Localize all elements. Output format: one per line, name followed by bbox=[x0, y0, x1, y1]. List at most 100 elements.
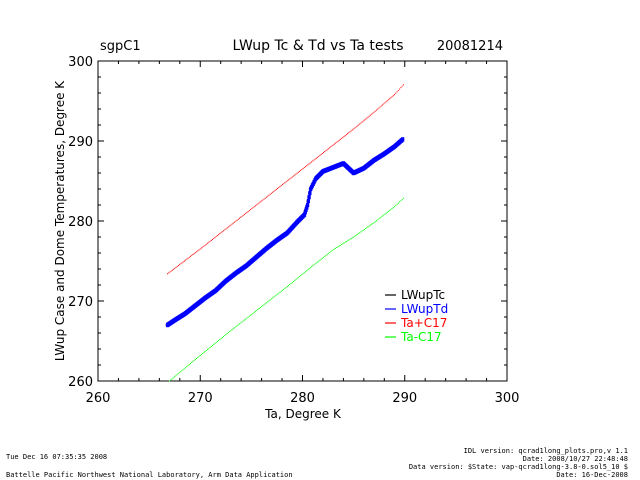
point bbox=[261, 306, 263, 308]
point bbox=[173, 268, 175, 270]
point bbox=[390, 208, 392, 210]
point bbox=[189, 363, 191, 365]
point bbox=[332, 249, 334, 251]
point bbox=[312, 160, 314, 162]
point bbox=[268, 300, 270, 302]
point bbox=[394, 206, 396, 208]
point bbox=[248, 210, 250, 212]
point bbox=[363, 119, 365, 121]
footer-idl-date: Date: 2008/10/27 22:48:48 bbox=[522, 455, 628, 463]
x-tick-label: 280 bbox=[290, 391, 315, 406]
point bbox=[399, 201, 401, 203]
y-tick-label: 300 bbox=[68, 55, 93, 70]
point bbox=[267, 301, 269, 303]
point bbox=[224, 229, 226, 231]
point bbox=[401, 198, 403, 200]
point bbox=[261, 200, 263, 202]
point bbox=[215, 236, 217, 238]
y-tick-label: 280 bbox=[68, 215, 93, 230]
point bbox=[359, 232, 361, 234]
point bbox=[274, 189, 276, 191]
point bbox=[307, 164, 309, 166]
point bbox=[257, 203, 259, 205]
point bbox=[281, 184, 283, 186]
point bbox=[176, 374, 178, 376]
point bbox=[220, 232, 222, 234]
point bbox=[296, 172, 298, 174]
point bbox=[321, 152, 323, 154]
point bbox=[374, 110, 376, 112]
point bbox=[330, 251, 332, 253]
point bbox=[240, 322, 242, 324]
point bbox=[344, 241, 346, 243]
point bbox=[359, 123, 361, 125]
point bbox=[308, 163, 310, 165]
point bbox=[273, 296, 275, 298]
point bbox=[192, 254, 194, 256]
point bbox=[332, 144, 334, 146]
point bbox=[175, 375, 177, 377]
point bbox=[227, 332, 229, 334]
point bbox=[384, 213, 386, 215]
point bbox=[323, 152, 325, 154]
point bbox=[218, 234, 220, 236]
point bbox=[279, 186, 281, 188]
point bbox=[192, 361, 194, 363]
point bbox=[402, 197, 404, 199]
point bbox=[354, 127, 356, 129]
point bbox=[341, 137, 343, 139]
point bbox=[375, 109, 377, 111]
point bbox=[347, 133, 349, 135]
point bbox=[266, 196, 268, 198]
point bbox=[259, 307, 261, 309]
point bbox=[319, 259, 321, 261]
point bbox=[221, 231, 223, 233]
point bbox=[247, 316, 249, 318]
point bbox=[304, 207, 308, 212]
point bbox=[386, 211, 388, 213]
point bbox=[365, 228, 367, 230]
point bbox=[303, 210, 307, 215]
point bbox=[339, 138, 341, 140]
point bbox=[182, 261, 184, 263]
point bbox=[401, 137, 405, 142]
point bbox=[335, 142, 337, 144]
point bbox=[286, 285, 288, 287]
point bbox=[240, 216, 242, 218]
point bbox=[337, 140, 339, 142]
point bbox=[246, 317, 248, 319]
point bbox=[298, 276, 300, 278]
point bbox=[377, 108, 379, 110]
legend-label: Ta-C17 bbox=[400, 330, 442, 344]
point bbox=[309, 162, 311, 164]
point bbox=[314, 263, 316, 265]
point bbox=[397, 89, 399, 91]
point bbox=[295, 173, 297, 175]
point bbox=[186, 258, 188, 260]
point bbox=[392, 207, 394, 209]
point bbox=[306, 198, 310, 204]
point bbox=[301, 274, 303, 276]
point bbox=[176, 265, 178, 267]
point bbox=[385, 101, 387, 103]
point bbox=[285, 286, 287, 288]
x-tick-label: 290 bbox=[392, 391, 417, 406]
footer-right: IDL version: qcrad1long_plots.pro,v 1.1 … bbox=[409, 447, 628, 479]
footer-organization: Battelle Pacific Northwest National Labo… bbox=[6, 471, 293, 479]
point bbox=[379, 106, 381, 108]
point bbox=[288, 284, 290, 286]
point bbox=[286, 180, 288, 182]
point bbox=[207, 348, 209, 350]
point bbox=[167, 273, 169, 275]
point bbox=[329, 147, 331, 149]
point bbox=[357, 233, 359, 235]
point bbox=[213, 343, 215, 345]
point bbox=[296, 278, 298, 280]
point bbox=[360, 231, 362, 233]
footer-data-date: Date: 16-Dec-2008 bbox=[556, 471, 628, 479]
footer-idl-version: IDL version: qcrad1long_plots.pro,v 1.1 bbox=[463, 447, 628, 455]
point bbox=[396, 203, 398, 205]
point bbox=[397, 202, 399, 204]
point bbox=[366, 227, 368, 229]
point bbox=[348, 132, 350, 134]
